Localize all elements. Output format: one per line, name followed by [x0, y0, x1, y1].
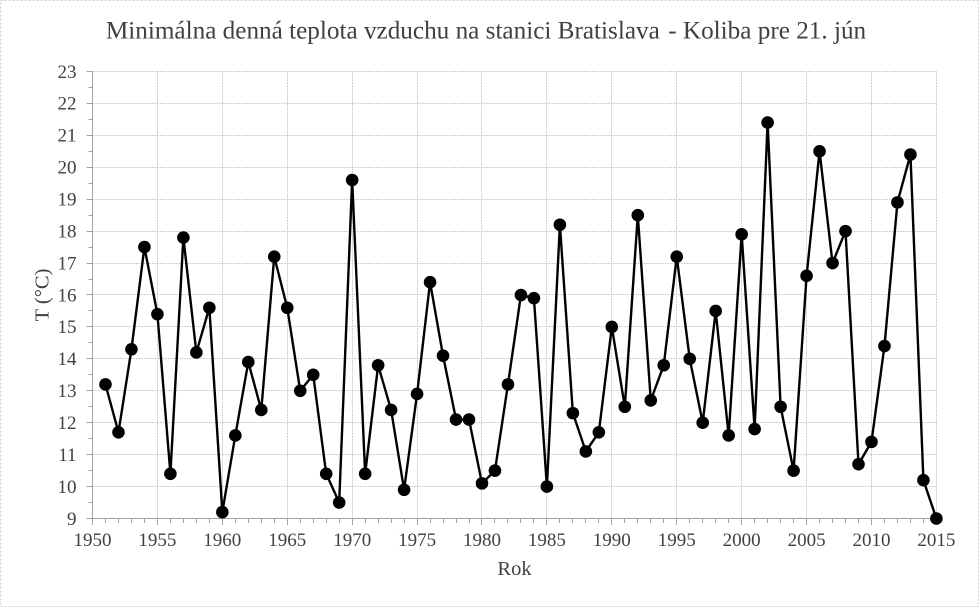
- svg-text:Rok: Rok: [497, 558, 532, 580]
- svg-text:17: 17: [58, 253, 77, 274]
- svg-text:1995: 1995: [658, 530, 696, 551]
- svg-text:T (°C): T (°C): [32, 269, 54, 322]
- svg-text:2010: 2010: [853, 530, 891, 551]
- svg-text:Minimálna denná teplota vzduch: Minimálna denná teplota vzduchu na stani…: [106, 18, 867, 45]
- svg-text:2015: 2015: [917, 530, 955, 551]
- svg-text:1970: 1970: [333, 530, 371, 551]
- svg-text:23: 23: [58, 62, 77, 83]
- svg-text:1965: 1965: [268, 530, 306, 551]
- svg-text:12: 12: [58, 413, 77, 434]
- svg-text:2005: 2005: [788, 530, 826, 551]
- svg-text:1950: 1950: [74, 530, 112, 551]
- svg-text:1980: 1980: [463, 530, 501, 551]
- svg-text:21: 21: [58, 126, 77, 147]
- svg-text:1955: 1955: [138, 530, 176, 551]
- svg-text:1990: 1990: [593, 530, 631, 551]
- svg-text:11: 11: [58, 445, 76, 466]
- svg-text:16: 16: [58, 285, 77, 306]
- svg-text:18: 18: [58, 221, 77, 242]
- svg-text:19: 19: [58, 190, 77, 211]
- svg-text:1975: 1975: [398, 530, 436, 551]
- svg-text:1985: 1985: [528, 530, 566, 551]
- svg-text:2000: 2000: [723, 530, 761, 551]
- svg-text:10: 10: [58, 477, 77, 498]
- svg-text:9: 9: [67, 509, 77, 530]
- svg-text:20: 20: [58, 158, 77, 179]
- svg-text:15: 15: [58, 317, 77, 338]
- svg-text:1960: 1960: [203, 530, 241, 551]
- svg-text:14: 14: [58, 349, 78, 370]
- svg-text:13: 13: [58, 381, 77, 402]
- svg-text:22: 22: [58, 94, 77, 115]
